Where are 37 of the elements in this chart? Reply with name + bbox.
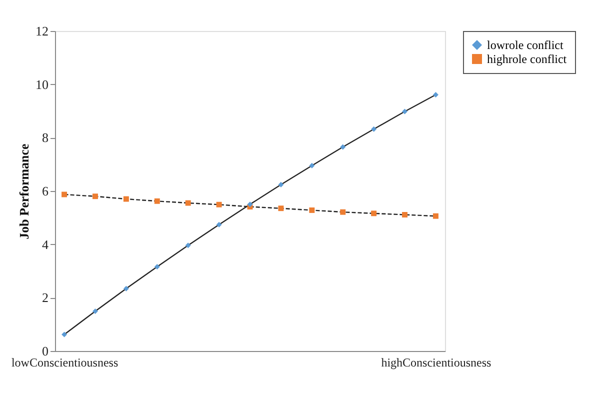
y-tick-label: 6 <box>42 184 49 198</box>
y-tick-label: 4 <box>42 236 49 252</box>
point <box>402 212 408 218</box>
point <box>216 202 222 208</box>
point <box>340 144 346 150</box>
point <box>154 264 160 270</box>
y-tick-label: 2 <box>42 290 48 306</box>
point <box>309 207 315 213</box>
point <box>309 162 315 168</box>
point <box>278 182 284 188</box>
x-tick-label: lowConscientiousness <box>11 356 118 370</box>
point <box>371 126 377 132</box>
point <box>185 242 191 248</box>
point <box>123 286 129 292</box>
point <box>432 92 438 98</box>
y-tick-label: 8 <box>42 130 48 146</box>
legend-label: lowrole conflict <box>487 38 564 52</box>
point <box>92 194 98 200</box>
point <box>371 210 377 216</box>
point <box>216 222 222 228</box>
point <box>123 196 129 202</box>
point <box>62 192 68 198</box>
point <box>432 213 438 219</box>
point <box>402 108 408 114</box>
x-tick-label: highConscientiousness <box>381 356 492 370</box>
point <box>340 209 346 215</box>
y-tick-label: 12 <box>36 24 48 38</box>
y-axis-title: Job Performance <box>16 143 32 240</box>
y-tick-label: 0 <box>42 344 48 358</box>
point <box>278 206 284 212</box>
point <box>154 198 160 204</box>
point <box>62 332 68 338</box>
point <box>247 202 253 208</box>
point <box>92 308 98 314</box>
point <box>185 200 191 206</box>
legend-label: highrole conflict <box>487 52 568 66</box>
y-tick-label: 10 <box>36 76 48 92</box>
